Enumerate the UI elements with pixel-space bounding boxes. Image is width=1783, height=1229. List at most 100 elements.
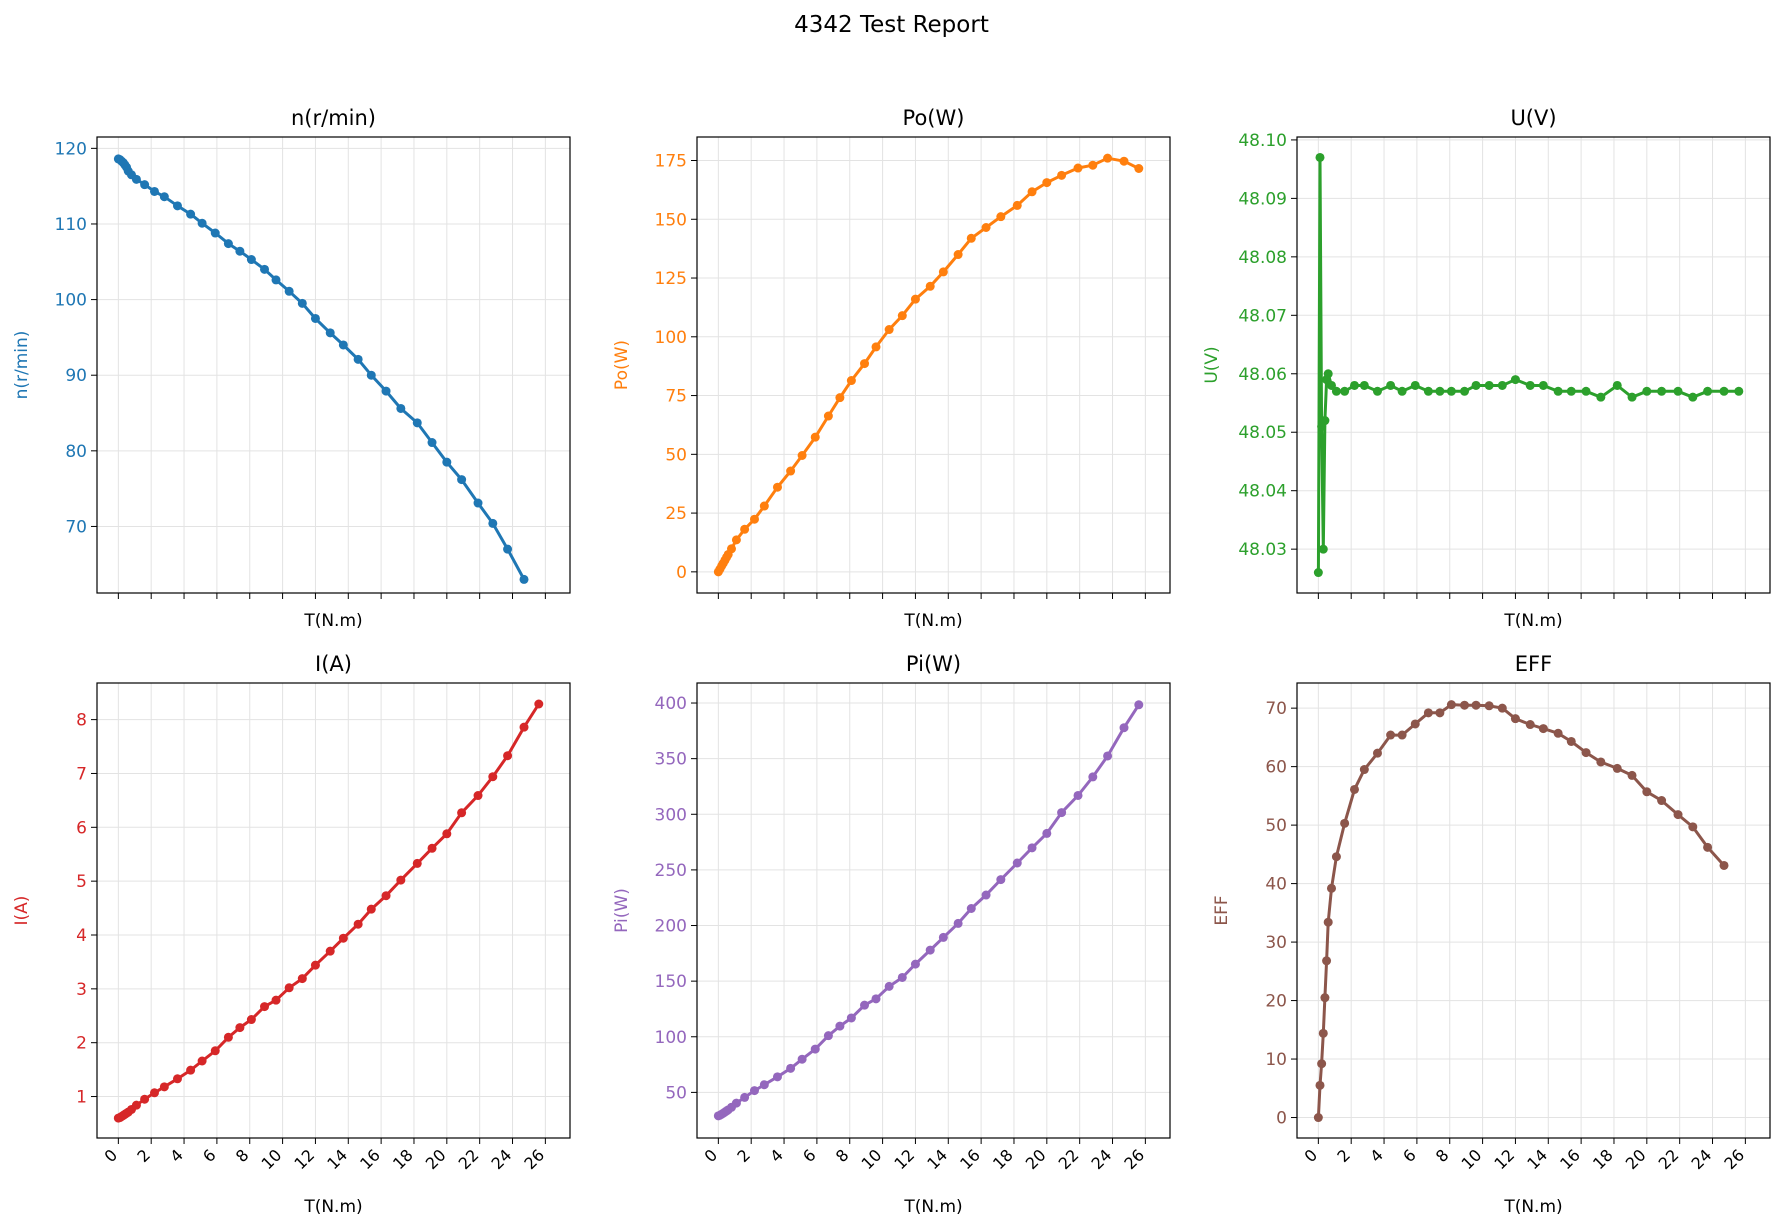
y-tick-label: 100 [655,1028,687,1048]
data-point [1012,200,1022,210]
data-point [1673,810,1683,820]
x-tick-label: 20 [422,1145,450,1173]
y-axis-label: Po(W) [612,340,632,390]
x-tick-label: 4 [766,1145,787,1166]
y-tick-label: 48.05 [1238,423,1287,443]
y-tick-label: 3 [76,980,87,1000]
data-point [159,1082,169,1092]
data-point [981,222,991,232]
plot-frame [696,682,1171,1139]
data-point [797,450,807,460]
data-point [519,574,529,584]
data-point [1088,160,1098,170]
data-point [1642,787,1652,797]
series-line [717,156,1140,573]
data-point [871,342,881,352]
data-point [442,457,452,467]
data-point [503,751,513,761]
series-line [117,157,526,581]
data-point [726,544,736,554]
data-point [823,1031,833,1041]
data-point [519,722,529,732]
data-point [534,699,544,709]
data-point [310,313,320,323]
x-tick-label: 22 [455,1145,483,1173]
data-point [366,370,376,380]
data-point [149,186,159,196]
y-tick-label: 250 [655,861,687,881]
plot-frame [696,136,1171,594]
data-point [366,904,376,914]
data-point [1326,883,1336,893]
data-point [457,475,467,485]
x-tick-label: 22 [1055,1145,1083,1173]
data-point [1525,380,1535,390]
x-tick-label: 14 [1523,1145,1551,1173]
data-point [925,945,935,955]
data-point [1323,369,1333,379]
x-tick-label: 4 [1366,1145,1387,1166]
data-point [1673,386,1683,396]
y-tick-label: 110 [55,215,87,235]
data-point [1331,852,1341,862]
data-point [1538,724,1548,734]
data-point [925,281,935,291]
data-point [1057,170,1067,180]
x-tick-label: 22 [1655,1145,1683,1173]
data-point [396,403,406,413]
data-point [172,1074,182,1084]
y-tick-label: 50 [665,445,687,465]
data-point [1012,858,1022,868]
data-point [938,932,948,942]
data-point [966,233,976,243]
data-point [938,267,948,277]
data-point [1510,375,1520,385]
data-point [210,1046,220,1056]
data-point [488,518,498,528]
data-point [1322,956,1332,966]
data-point [731,1098,741,1108]
data-point [381,891,391,901]
data-point [749,1086,759,1096]
data-point [1119,156,1129,166]
data-point [1410,719,1420,729]
data-point [1553,386,1563,396]
data-point [260,1002,270,1012]
data-point [1042,828,1052,838]
data-point [1612,380,1622,390]
data-point [1703,842,1713,852]
data-point [1317,1059,1327,1069]
data-point [1497,380,1507,390]
y-tick-label: 400 [655,694,687,714]
x-tick-label: 24 [1688,1145,1716,1173]
data-point [1027,843,1037,853]
x-tick-label: 18 [1589,1145,1617,1173]
y-tick-label: 48.09 [1238,189,1287,209]
chart-panel-5: 0 2 4 6 8 10 12 14 16 18 20 22 24 26010203040506070EF… [1212,652,1771,1217]
chart-panel-1: 0 25 50 75 100 125 150 175 Po(W) T(N.m) Po(W) [612,106,1171,631]
y-tick-label: 0 [1276,1109,1287,1129]
data-point [140,1094,150,1104]
x-tick-label: 2 [733,1145,754,1166]
data-point [1073,163,1083,173]
data-point [1320,416,1330,426]
data-point [1734,386,1744,396]
data-point [1460,700,1470,710]
data-point [284,286,294,296]
chart-title: Pi(W) [906,652,961,676]
data-point [1386,730,1396,740]
x-tick-label: 2 [1333,1145,1354,1166]
y-tick-label: 60 [1265,758,1287,778]
data-point [412,858,422,868]
data-point [186,209,196,219]
x-tick-label: 10 [258,1145,286,1173]
x-tick-label: 0 [1301,1145,1322,1166]
data-point [140,180,150,190]
data-point [835,393,845,403]
data-point [427,438,437,448]
x-tick-label: 4 [166,1145,187,1166]
y-tick-label: 48.08 [1238,248,1287,268]
y-tick-label: 70 [65,517,87,537]
data-point [1103,153,1113,163]
data-point [884,981,894,991]
